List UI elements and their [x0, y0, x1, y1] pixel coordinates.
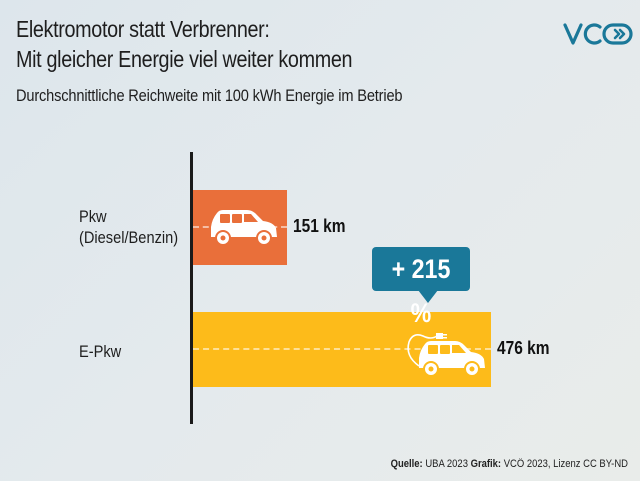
subtitle: Durchschnittliche Reichweite mit 100 kWh…	[16, 86, 403, 105]
category-label-line2: (Diesel/Benzin)	[79, 228, 179, 247]
title-line-2: Mit gleicher Energie viel weiter kommen	[16, 46, 353, 72]
category-label-line1: Pkw	[79, 207, 107, 226]
title-line-1: Elektromotor statt Verbrenner:	[16, 16, 270, 42]
value-label-epkw: 476 km	[497, 338, 550, 358]
category-label-pkw: Pkw (Diesel/Benzin)	[79, 206, 178, 248]
car-icon	[211, 210, 277, 246]
category-label-epkw: E-Pkw	[79, 342, 122, 361]
increase-callout: + 215 %	[372, 247, 470, 328]
graphic-label: Grafik:	[470, 458, 502, 470]
bar-epkw	[193, 312, 491, 387]
callout-pointer	[418, 290, 438, 303]
graphic-value: VCÖ 2023, Lizenz CC BY-ND	[503, 458, 628, 470]
source-label: Quelle:	[390, 458, 423, 470]
electric-car-icon	[407, 333, 485, 377]
value-label-pkw: 151 km	[293, 216, 346, 236]
source-value: UBA 2023	[425, 458, 468, 470]
y-axis-line	[190, 152, 193, 424]
source-note: Quelle: UBA 2023 Grafik: VCÖ 2023, Lizen…	[391, 458, 628, 470]
vco-logo	[563, 23, 633, 45]
bar-midline	[193, 348, 491, 350]
increase-callout-text: + 215 %	[391, 254, 451, 328]
bar-pkw	[193, 190, 287, 265]
